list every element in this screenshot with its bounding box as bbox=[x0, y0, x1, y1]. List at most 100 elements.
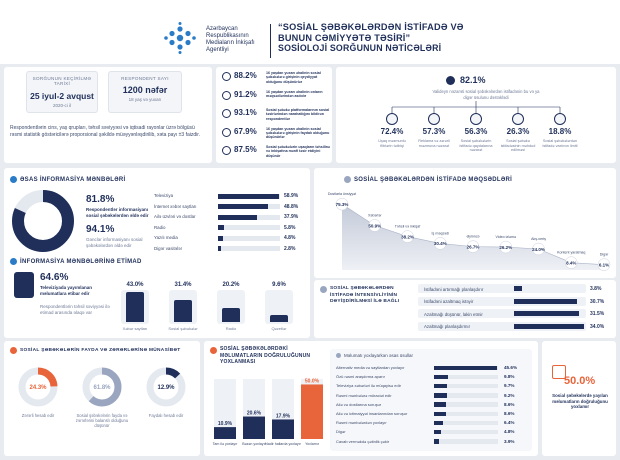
area-point bbox=[466, 240, 480, 253]
verify-column bbox=[272, 419, 294, 439]
verify-column bbox=[243, 416, 265, 439]
area-category-label: Kontent yaratmaq bbox=[557, 251, 585, 255]
parental-control-panel: 82.1% Valideyn nəzarəti sosial şəbəkələr… bbox=[336, 67, 616, 163]
benefit-donut: 61.8% bbox=[82, 367, 122, 407]
method-label: Televiziya xəbərləri ilə müqayisə edir bbox=[336, 383, 401, 389]
area-title-icon bbox=[344, 176, 351, 183]
parental-item-value: 57.3% bbox=[422, 127, 446, 136]
survey-date-box: SORĞUNUN KEÇİRİLMƏ TARİXİ 25 iyul-2 avqu… bbox=[26, 71, 98, 113]
area-point bbox=[335, 197, 349, 211]
trust-item-bar bbox=[126, 292, 144, 322]
area-point bbox=[565, 256, 578, 269]
benefit-label: Zərərli hesab edir bbox=[21, 413, 55, 418]
intensity-title: SOSİAL ŞƏBƏKƏLƏRDƏN İSTİFADƏ İNTENSİVLİY… bbox=[330, 286, 400, 304]
intensity-row-bg bbox=[418, 309, 586, 318]
top-stat-icon bbox=[222, 127, 231, 137]
top-stats-panel: 88.2% 16 yaşdan yuxarı əhalinin sosial şə… bbox=[216, 67, 332, 163]
source-bar-label: Yazılı media bbox=[154, 235, 178, 240]
verify-title: SOSİAL ŞƏBƏKƏLƏRDƏKİ MƏLUMATLARIN DOĞRUL… bbox=[220, 346, 311, 365]
top-stat-value: 93.1% bbox=[234, 108, 257, 117]
top-stat-text: Sosial şəbəkə platformalarının sosial tə… bbox=[266, 108, 330, 121]
method-label: Özü rəsmi araşdırma aparır bbox=[336, 374, 385, 380]
verify-column-label: Tam ilə yoxlayır bbox=[213, 442, 239, 446]
sources-text-2: Gənclər informasiyanı sosial şəbəkələrdə… bbox=[86, 237, 143, 248]
parental-item-icon bbox=[470, 113, 482, 125]
method-bar-track bbox=[434, 429, 498, 435]
method-value: 8.6% bbox=[504, 411, 515, 416]
title-line-1: “SOSİAL ŞƏBƏKƏLƏRDƏN İSTİFADƏ VƏ bbox=[278, 22, 464, 32]
trust-item-bar bbox=[222, 307, 240, 322]
source-bar-label: Radio bbox=[154, 224, 166, 230]
source-bar-track bbox=[218, 225, 280, 230]
trust-item-value: 9.6% bbox=[272, 282, 286, 288]
verify-methods-card bbox=[330, 349, 532, 451]
page-title: “SOSİAL ŞƏBƏKƏLƏRDƏN İSTİFADƏ VƏ BUNUN C… bbox=[278, 22, 478, 54]
area-chart: 75.3% Dostlarla ünsiyyət 50.9% Xəbərlər 38.2… bbox=[328, 192, 611, 271]
header-divider bbox=[270, 24, 271, 58]
area-category-label: Video izləmə bbox=[495, 235, 516, 239]
method-value: 6.4% bbox=[504, 420, 515, 426]
intensity-bar bbox=[514, 323, 584, 329]
method-bar bbox=[434, 402, 446, 407]
top-stat-value: 67.9% bbox=[234, 126, 257, 136]
source-bar bbox=[218, 225, 224, 230]
trust-item-value: 43.0% bbox=[126, 282, 144, 288]
method-bar-track bbox=[434, 402, 498, 407]
area-value-label: 75.3% bbox=[336, 202, 349, 207]
method-bar-track bbox=[434, 439, 498, 444]
method-bar-track bbox=[434, 383, 498, 389]
benefit-label: Sosial şəbəkələrin fayda və zərərlərini … bbox=[75, 413, 129, 428]
top-stat-text: Sosial şəbəkələrin uşaqların təhsilinə v… bbox=[266, 145, 330, 158]
area-value-label: 6.1% bbox=[599, 262, 609, 267]
source-bar-value: 58.9% bbox=[284, 193, 299, 199]
title-line-2: BUNUN CƏMİYYƏTƏ TƏSİRİ” bbox=[278, 32, 411, 43]
trust-main-value: 64.6% bbox=[40, 272, 69, 283]
area-category-label: Dostlarla ünsiyyət bbox=[328, 192, 356, 196]
trust-item-value: 20.2% bbox=[222, 282, 240, 288]
intensity-bar bbox=[514, 311, 579, 316]
parental-item-text: Uşaq məzmunlu filtrlərin tətbiqi bbox=[378, 139, 406, 148]
method-value: 45.6% bbox=[504, 365, 518, 370]
parental-item-icon bbox=[554, 113, 566, 125]
sources-title: ƏSAS İNFORMASİYA MƏNBƏLƏRİ bbox=[20, 177, 126, 183]
method-bar bbox=[434, 429, 441, 435]
method-label: Rəsmi mənbələrə müraciət edir bbox=[336, 392, 392, 398]
final-text: Sosial şəbəkələrdə yayılan məlumatların … bbox=[552, 393, 608, 409]
survey-date-year: 2020-ci il bbox=[52, 103, 71, 108]
trust-item-bar bbox=[270, 315, 288, 322]
method-value: 3.9% bbox=[504, 438, 515, 444]
source-bar-label: İnternet xəbər saytları bbox=[154, 203, 197, 209]
intensity-panel: SOSİAL ŞƏBƏKƏLƏRDƏN İSTİFADƏ İNTENSİVLİY… bbox=[314, 280, 616, 338]
trust-item-value: 31.4% bbox=[174, 282, 192, 288]
method-label: Digər bbox=[336, 429, 346, 435]
verify-column-value: 50.0% bbox=[305, 378, 320, 384]
top-stat-value: 88.2% bbox=[234, 71, 257, 80]
source-bar bbox=[218, 214, 258, 220]
benefit-donut-slice bbox=[146, 367, 186, 407]
verify-column bbox=[214, 427, 236, 439]
source-bar bbox=[218, 193, 279, 199]
parental-item-icon bbox=[386, 113, 398, 125]
area-value-label: 50.9% bbox=[368, 223, 381, 228]
trust-sub-text: Respondentlərin təhsil səviyyəsi ilə eti… bbox=[40, 304, 110, 315]
method-bar bbox=[434, 411, 446, 416]
sources-text-1: Respondentlər informasiyanı sosial şəbək… bbox=[86, 207, 149, 218]
verify-panel: SOSİAL ŞƏBƏKƏLƏRDƏKİ MƏLUMATLARIN DOĞRUL… bbox=[204, 341, 538, 456]
intensity-label: Azaltmağı düşünür, lakin etmir bbox=[424, 311, 483, 317]
area-value-label: 8.4% bbox=[566, 260, 576, 265]
area-point bbox=[597, 258, 611, 271]
source-bar-value: 37.9% bbox=[284, 214, 299, 220]
parental-main-value: 82.1% bbox=[460, 75, 486, 85]
area-point bbox=[368, 219, 381, 232]
sources-title-icon bbox=[10, 176, 17, 183]
trust-item-label: Sosial şəbəkələr bbox=[168, 326, 198, 331]
usage-purpose-panel: SOSİAL ŞƏBƏKƏLƏRDƏN İSTİFADƏ MƏQSƏDLƏRİ … bbox=[314, 168, 616, 278]
area-value-label: 26.2% bbox=[499, 245, 512, 250]
method-label: Rəsmi mənbələrdən yoxlayır bbox=[336, 420, 387, 426]
intensity-row-bg bbox=[418, 296, 586, 306]
verify-column-value: 10.9% bbox=[218, 421, 233, 427]
method-label: Ailə və ictimaiyyət insanlarından soruşu… bbox=[336, 411, 408, 416]
method-bar bbox=[434, 365, 498, 370]
parental-item-value: 18.8% bbox=[548, 127, 572, 136]
parental-item-value: 72.4% bbox=[380, 127, 404, 136]
